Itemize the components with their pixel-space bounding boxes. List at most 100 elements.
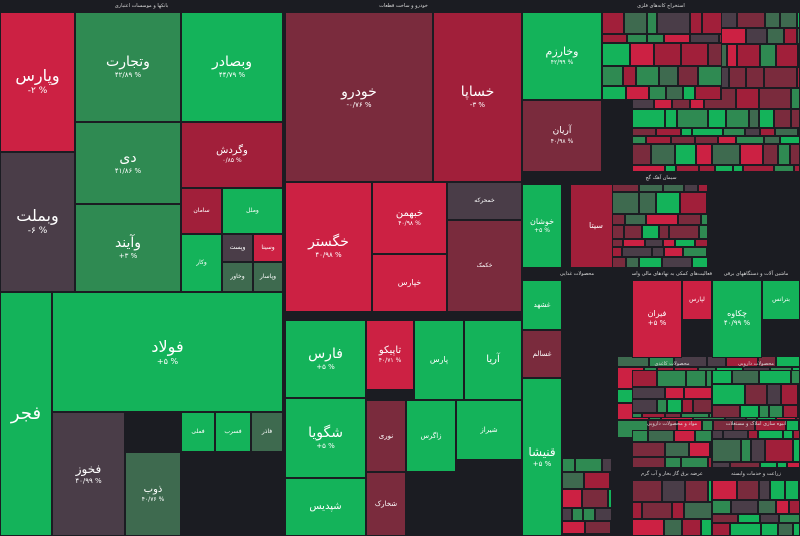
minor-stock-tile[interactable] — [608, 489, 612, 508]
minor-stock-tile[interactable] — [622, 247, 652, 257]
stock-tile[interactable]: آریا — [464, 320, 522, 400]
minor-stock-tile[interactable] — [612, 184, 639, 192]
minor-stock-tile[interactable] — [760, 128, 775, 136]
minor-stock-tile[interactable] — [712, 405, 740, 418]
stock-tile[interactable]: خبهمن% ۴۰/۹۸ — [372, 182, 447, 254]
stock-tile[interactable]: فملی — [181, 412, 215, 452]
minor-stock-tile[interactable] — [731, 500, 758, 514]
minor-stock-tile[interactable] — [760, 514, 779, 523]
minor-stock-tile[interactable] — [740, 405, 759, 418]
minor-stock-tile[interactable] — [583, 508, 595, 521]
minor-stock-tile[interactable] — [662, 480, 685, 502]
minor-stock-tile[interactable] — [758, 430, 783, 439]
minor-stock-tile[interactable] — [642, 502, 672, 519]
minor-stock-tile[interactable] — [612, 214, 625, 225]
minor-stock-tile[interactable] — [721, 86, 722, 100]
stock-tile[interactable]: غسالم — [522, 330, 562, 378]
minor-stock-tile[interactable] — [675, 144, 696, 165]
minor-stock-tile[interactable] — [712, 439, 741, 462]
minor-stock-tile[interactable] — [741, 439, 751, 462]
minor-stock-tile[interactable] — [712, 480, 737, 500]
minor-stock-tile[interactable] — [698, 184, 708, 192]
minor-stock-tile[interactable] — [767, 28, 784, 44]
stock-tile[interactable]: تاپیکو% ۴۰/۷۱ — [366, 320, 414, 390]
minor-stock-tile[interactable] — [612, 257, 626, 268]
minor-stock-tile[interactable] — [632, 413, 642, 418]
stock-tile[interactable]: وتجارت% ۴۲/۸۹ — [75, 12, 181, 122]
minor-stock-tile[interactable] — [681, 457, 708, 468]
stock-tile[interactable]: فولاد% ۵+ — [52, 292, 283, 412]
minor-stock-tile[interactable] — [723, 128, 745, 136]
stock-tile[interactable]: وبملت% ۶- — [0, 152, 75, 292]
minor-stock-tile[interactable] — [584, 472, 610, 489]
minor-stock-tile[interactable] — [667, 399, 682, 413]
minor-stock-tile[interactable] — [695, 86, 721, 100]
stock-tile[interactable]: وبصادر% ۴۴/۷۹ — [181, 12, 283, 122]
minor-stock-tile[interactable] — [759, 480, 770, 500]
minor-stock-tile[interactable] — [793, 523, 800, 536]
minor-stock-tile[interactable] — [684, 502, 712, 519]
stock-tile[interactable]: فارس% ۵+ — [285, 320, 366, 398]
minor-stock-tile[interactable] — [715, 165, 733, 172]
minor-stock-tile[interactable] — [630, 43, 654, 66]
minor-stock-tile[interactable] — [652, 247, 664, 257]
minor-stock-tile[interactable] — [681, 43, 708, 66]
stock-tile[interactable]: آریان% ۴۰/۹۸ — [522, 100, 602, 172]
minor-stock-tile[interactable] — [645, 239, 663, 247]
minor-stock-tile[interactable] — [707, 247, 708, 257]
minor-stock-tile[interactable] — [657, 370, 686, 387]
minor-stock-tile[interactable] — [689, 442, 710, 457]
minor-stock-tile[interactable] — [647, 34, 664, 43]
minor-stock-tile[interactable] — [712, 500, 731, 514]
stock-tile[interactable]: وخاور — [222, 262, 253, 292]
stock-tile[interactable]: وملل — [222, 188, 283, 234]
minor-stock-tile[interactable] — [632, 442, 665, 457]
minor-stock-tile[interactable] — [726, 109, 749, 128]
minor-stock-tile[interactable] — [708, 457, 712, 468]
minor-stock-tile[interactable] — [692, 257, 708, 268]
minor-stock-tile[interactable] — [632, 502, 642, 519]
minor-stock-tile[interactable] — [611, 521, 612, 534]
minor-stock-tile[interactable] — [632, 144, 651, 165]
minor-stock-tile[interactable] — [791, 88, 800, 109]
stock-tile[interactable]: فاذر — [251, 412, 283, 452]
minor-stock-tile[interactable] — [676, 165, 699, 172]
minor-stock-tile[interactable] — [730, 523, 761, 536]
stock-tile[interactable]: وپاسار — [253, 262, 283, 292]
minor-stock-tile[interactable] — [646, 136, 671, 144]
stock-tile[interactable]: شیراز — [456, 400, 522, 460]
minor-stock-tile[interactable] — [779, 514, 800, 523]
minor-stock-tile[interactable] — [730, 462, 760, 468]
minor-stock-tile[interactable] — [764, 67, 797, 88]
minor-stock-tile[interactable] — [778, 144, 790, 165]
minor-stock-tile[interactable] — [649, 86, 666, 100]
minor-stock-tile[interactable] — [602, 12, 624, 34]
stock-tile[interactable]: وگردش% ۰/۸۵ — [181, 122, 283, 188]
minor-stock-tile[interactable] — [776, 500, 789, 514]
minor-stock-tile[interactable] — [647, 12, 657, 34]
minor-stock-tile[interactable] — [648, 430, 674, 442]
minor-stock-tile[interactable] — [684, 387, 712, 399]
stock-tile[interactable]: بترانس — [762, 280, 800, 320]
minor-stock-tile[interactable] — [685, 480, 708, 502]
minor-stock-tile[interactable] — [642, 225, 659, 239]
minor-stock-tile[interactable] — [736, 88, 759, 109]
minor-stock-tile[interactable] — [791, 109, 800, 128]
minor-stock-tile[interactable] — [639, 257, 662, 268]
stock-tile[interactable]: خکمک — [447, 220, 522, 312]
minor-stock-tile[interactable] — [665, 387, 684, 399]
minor-stock-tile[interactable] — [562, 489, 582, 508]
minor-stock-tile[interactable] — [737, 480, 759, 500]
minor-stock-tile[interactable] — [690, 12, 702, 34]
minor-stock-tile[interactable] — [793, 430, 800, 439]
minor-stock-tile[interactable] — [748, 430, 758, 439]
minor-stock-tile[interactable] — [602, 458, 612, 472]
minor-stock-tile[interactable] — [751, 439, 765, 462]
stock-tile[interactable]: وپست — [222, 234, 253, 262]
minor-stock-tile[interactable] — [712, 523, 730, 536]
minor-stock-tile[interactable] — [602, 86, 626, 100]
minor-stock-tile[interactable] — [776, 44, 798, 67]
minor-stock-tile[interactable] — [654, 43, 681, 66]
stock-tile[interactable]: قنیشا% ۵+ — [522, 378, 562, 536]
minor-stock-tile[interactable] — [733, 165, 743, 172]
